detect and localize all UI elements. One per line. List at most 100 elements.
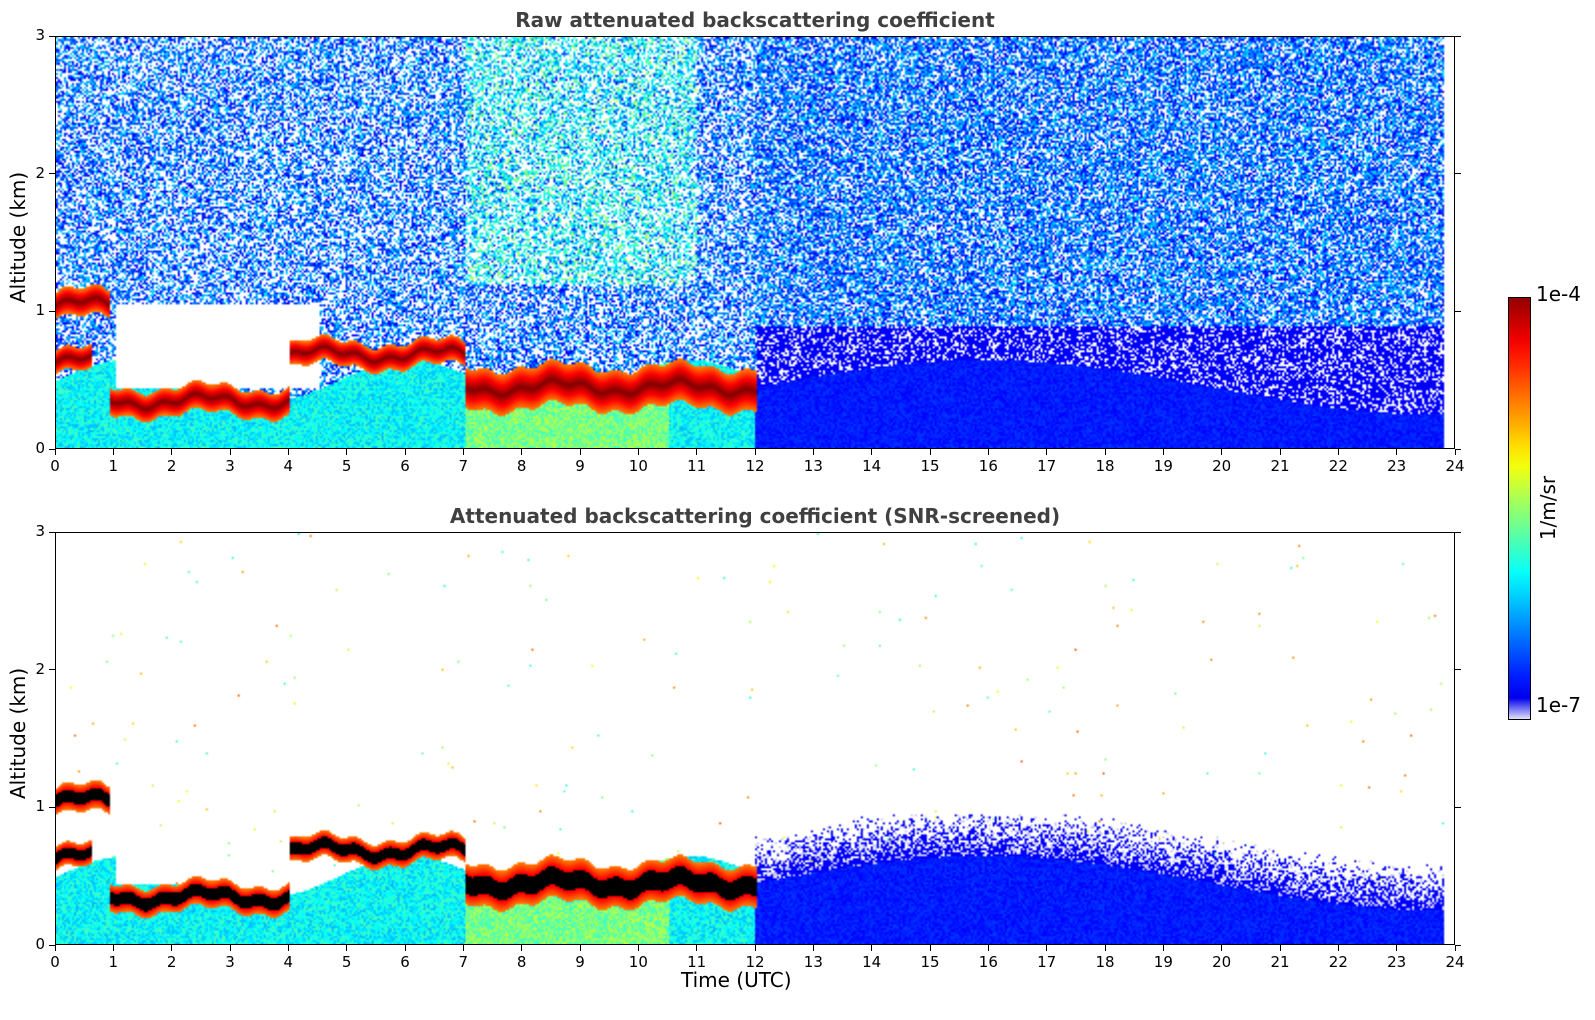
- colorbar: [1508, 297, 1531, 720]
- x-tick-mark: [929, 945, 931, 951]
- y-tick-mark: [49, 173, 55, 175]
- x-tick-mark: [1162, 945, 1165, 951]
- y-tick-label: 3: [35, 26, 45, 44]
- x-tick-mark: [812, 945, 815, 951]
- x-tick-label: 2: [166, 953, 177, 971]
- x-tick-mark: [404, 449, 406, 455]
- y-tick-label: 0: [35, 439, 45, 457]
- x-tick-mark: [1337, 945, 1340, 951]
- y-tick-mark: [49, 35, 55, 37]
- y-tick-mark: [1455, 35, 1461, 37]
- x-tick-mark: [1396, 449, 1398, 455]
- y-tick-mark: [49, 310, 55, 313]
- y-tick-label: 3: [35, 522, 45, 540]
- x-tick-label: 17: [1037, 953, 1057, 971]
- y-tick-label: 1: [35, 797, 45, 816]
- x-tick-label: 19: [1153, 953, 1173, 971]
- x-tick-label: 0: [50, 953, 60, 971]
- x-tick-label: 22: [1328, 457, 1348, 475]
- x-tick-mark: [1454, 449, 1456, 455]
- x-tick-label: 5: [341, 457, 352, 475]
- x-tick-label: 18: [1095, 457, 1115, 475]
- x-tick-label: 12: [745, 457, 765, 475]
- x-tick-mark: [112, 449, 115, 455]
- x-tick-label: 14: [862, 953, 882, 971]
- x-tick-label: 3: [225, 457, 235, 475]
- y-tick-label: 1: [35, 301, 45, 320]
- x-tick-mark: [1221, 449, 1223, 455]
- x-tick-label: 1: [108, 457, 119, 475]
- y-tick-mark: [1455, 310, 1461, 313]
- y-tick-label: 2: [35, 659, 45, 678]
- x-tick-mark: [521, 945, 523, 951]
- x-tick-mark: [1046, 449, 1048, 455]
- y-tick-mark: [1455, 173, 1461, 175]
- bottom-chart-title: Attenuated backscattering coefficient (S…: [449, 504, 1061, 528]
- x-tick-label: 23: [1387, 953, 1407, 971]
- x-tick-mark: [871, 945, 873, 951]
- colorbar-unit-label: 1/m/sr: [1536, 475, 1560, 541]
- x-tick-label: 9: [575, 953, 585, 971]
- x-tick-mark: [987, 449, 990, 455]
- x-tick-mark: [1279, 449, 1281, 455]
- x-tick-label: 4: [283, 457, 294, 475]
- x-tick-mark: [637, 449, 640, 455]
- x-tick-label: 6: [400, 953, 410, 971]
- x-tick-mark: [929, 449, 931, 455]
- x-tick-label: 12: [745, 953, 765, 971]
- x-tick-label: 8: [516, 953, 527, 971]
- x-tick-mark: [579, 449, 581, 455]
- x-tick-label: 15: [920, 953, 940, 971]
- x-tick-label: 10: [628, 953, 648, 971]
- x-tick-label: 2: [166, 457, 177, 475]
- x-tick-label: 19: [1153, 457, 1173, 475]
- x-tick-mark: [1046, 945, 1048, 951]
- x-tick-mark: [871, 449, 873, 455]
- x-tick-label: 0: [50, 457, 60, 475]
- x-tick-mark: [1221, 945, 1223, 951]
- y-tick-label: 2: [35, 163, 45, 182]
- x-tick-mark: [812, 449, 815, 455]
- x-tick-label: 11: [687, 457, 707, 475]
- x-tick-label: 20: [1212, 953, 1232, 971]
- x-tick-mark: [404, 945, 406, 951]
- x-tick-label: 22: [1328, 953, 1348, 971]
- y-tick-mark: [1455, 806, 1461, 809]
- x-tick-label: 20: [1212, 457, 1232, 475]
- x-tick-mark: [229, 945, 231, 951]
- x-tick-mark: [229, 449, 231, 455]
- y-tick-mark: [49, 669, 55, 671]
- y-tick-mark: [49, 944, 55, 946]
- x-tick-label: 7: [458, 457, 469, 475]
- colorbar-min-label: 1e-7: [1536, 693, 1581, 717]
- x-tick-mark: [579, 945, 581, 951]
- x-axis-label: Time (UTC): [681, 968, 792, 992]
- x-tick-label: 9: [575, 457, 585, 475]
- x-tick-mark: [112, 945, 115, 951]
- bottom-y-axis-label: Altitude (km): [6, 667, 30, 799]
- x-tick-label: 3: [225, 953, 235, 971]
- y-tick-mark: [1455, 944, 1461, 946]
- x-tick-label: 14: [862, 457, 882, 475]
- screened-backscatter-heatmap: [55, 532, 1455, 945]
- x-tick-label: 24: [1445, 457, 1465, 475]
- x-tick-mark: [462, 449, 465, 455]
- x-tick-mark: [987, 945, 990, 951]
- y-tick-mark: [1455, 448, 1461, 450]
- x-tick-label: 13: [803, 457, 823, 475]
- x-tick-mark: [754, 945, 756, 951]
- x-tick-label: 21: [1270, 457, 1290, 475]
- x-tick-label: 4: [283, 953, 294, 971]
- x-tick-mark: [637, 945, 640, 951]
- x-tick-label: 16: [978, 953, 998, 971]
- x-tick-label: 8: [516, 457, 527, 475]
- raw-backscatter-heatmap: [55, 36, 1455, 449]
- top-y-axis-label: Altitude (km): [6, 171, 30, 303]
- x-tick-mark: [1337, 449, 1340, 455]
- x-tick-label: 10: [628, 457, 648, 475]
- x-tick-mark: [1162, 449, 1165, 455]
- x-tick-mark: [171, 449, 173, 455]
- x-tick-mark: [462, 945, 465, 951]
- x-tick-mark: [346, 449, 348, 455]
- x-tick-label: 21: [1270, 953, 1290, 971]
